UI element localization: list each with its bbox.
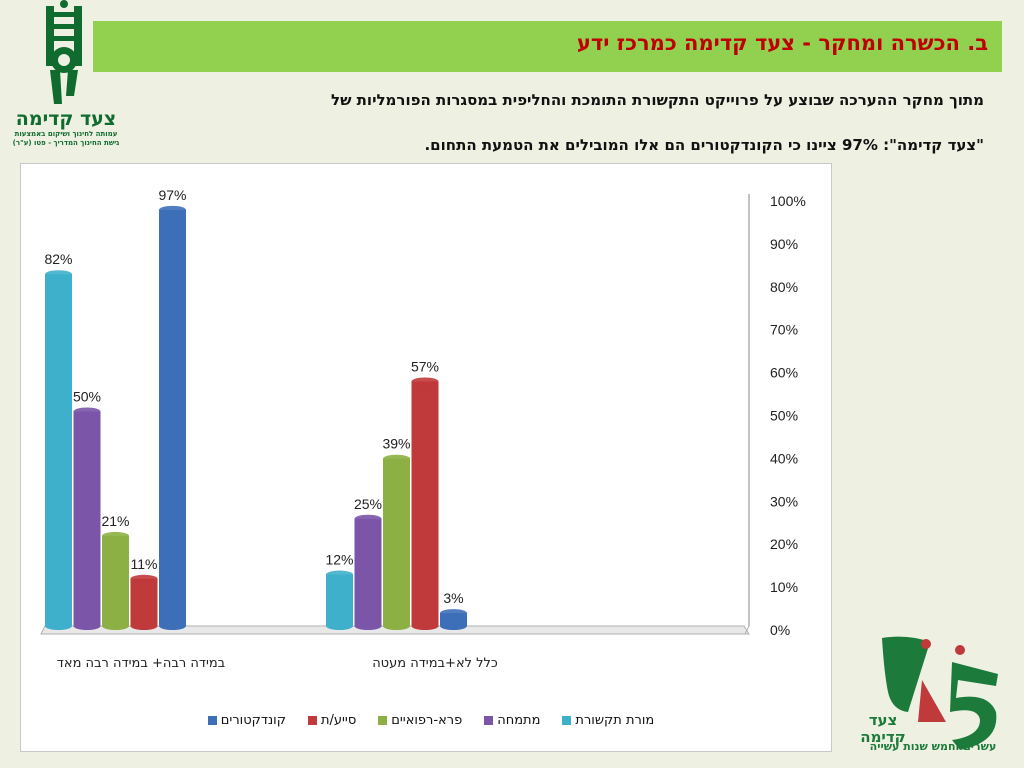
data-label: 57% — [411, 358, 439, 374]
bar-base — [411, 622, 439, 630]
logo-subtitle: עמותה לחינוך ושיקום באמצעות — [14, 130, 118, 138]
data-label: 3% — [443, 590, 463, 606]
y-tick-label: 100% — [770, 193, 806, 209]
conductor-figure-icon — [46, 0, 82, 104]
bar-cap — [440, 609, 467, 618]
y-tick-label: 30% — [770, 493, 798, 509]
legend-label: סייע/ת — [320, 712, 357, 728]
bar-cap — [130, 574, 158, 583]
y-tick-label: 0% — [770, 622, 790, 638]
x-category-label: במידה רבה+ במידה רבה מאד — [57, 656, 225, 671]
bar-cap — [73, 407, 101, 416]
y-tick-label: 80% — [770, 279, 798, 295]
bar-cap — [102, 531, 129, 540]
bar — [102, 535, 129, 626]
legend-item: מתמחה — [484, 713, 540, 728]
bar-base — [45, 622, 72, 630]
data-label: 12% — [325, 552, 353, 568]
bar-cap — [159, 205, 186, 214]
bar-cap — [411, 377, 439, 386]
bar — [326, 574, 353, 626]
anniversary-tagline: עשרים וחמש שנות עשייה — [869, 740, 997, 753]
bar-base — [130, 622, 158, 630]
title-banner: ב. הכשרה ומחקר - צעד קדימה כמרכז ידע — [93, 21, 1002, 72]
bar-base — [73, 622, 101, 630]
tsad-kadima-logo: צעד קדימה עמותה לחינוך ושיקום באמצעות גי… — [0, 0, 140, 160]
data-label: 82% — [44, 251, 72, 267]
y-tick-label: 70% — [770, 322, 798, 338]
y-tick-label: 20% — [770, 536, 798, 552]
y-tick-label: 60% — [770, 365, 798, 381]
bar — [411, 381, 439, 626]
anniversary-logo-name: צעד קדימה — [860, 711, 906, 746]
bar-base — [383, 622, 410, 630]
data-label: 39% — [382, 436, 410, 452]
number-five-icon — [950, 662, 998, 750]
y-tick-label: 50% — [770, 408, 798, 424]
bar — [159, 209, 186, 626]
legend-label: מתמחה — [497, 712, 541, 728]
chart-canvas: 0% 10% 20% 30% 40% 50% 60% 70% 80% 90% 100% 82% 50% 2… — [40, 187, 806, 671]
bar-base — [440, 622, 467, 630]
page-title: ב. הכשרה ומחקר - צעד קדימה כמרכז ידע — [576, 31, 988, 55]
bar — [45, 274, 72, 626]
bar — [354, 518, 382, 626]
legend-label: קונדקטורים — [220, 712, 286, 728]
number-two-icon — [882, 636, 930, 712]
bar-cap — [326, 570, 353, 579]
data-label: 97% — [158, 187, 186, 203]
data-label: 25% — [354, 496, 382, 512]
y-axis-foot — [744, 625, 750, 635]
legend-label: מורת תקשורת — [575, 712, 655, 728]
bar-base — [102, 622, 129, 630]
bar-chart: 0% 10% 20% 30% 40% 50% 60% 70% 80% 90% 100% 82% 50% 2… — [20, 163, 832, 752]
legend-item: מורת תקשורת — [562, 713, 654, 728]
chart-floor — [40, 625, 750, 635]
legend-item: פרא-רפואיים — [378, 713, 462, 728]
legend-swatch — [484, 715, 494, 725]
logo-subtitle-2: גישת החינוך המדריך - פטו (ע"ר) — [12, 139, 120, 147]
bar-cap — [354, 514, 382, 523]
logo-name: צעד קדימה — [15, 108, 117, 130]
legend-swatch — [307, 715, 317, 725]
bar-base — [354, 622, 382, 630]
bar-base — [159, 622, 186, 630]
data-label: 11% — [131, 556, 158, 572]
bar — [130, 578, 158, 626]
legend-swatch — [562, 715, 572, 725]
legend-item: סייע/ת — [307, 712, 357, 728]
y-tick-label: 40% — [770, 450, 798, 466]
description-line-2: "צעד קדימה": 97% ציינו כי הקונדקטורים הם… — [424, 136, 984, 154]
y-tick-label: 10% — [770, 579, 798, 595]
legend-item: קונדקטורים — [207, 712, 286, 728]
legend-swatch — [378, 715, 388, 725]
x-category-label: כלל לא+במידה מעטה — [372, 656, 498, 671]
legend-label: פרא-רפואיים — [391, 712, 463, 728]
bar-cap — [45, 270, 72, 279]
data-label: 21% — [101, 513, 129, 529]
bar — [73, 411, 101, 626]
chart-legend: מורת תקשורת מתמחה פרא-רפואיים סייע/ת קונדקטו… — [151, 709, 711, 731]
bar — [383, 458, 410, 626]
bar-cap — [383, 454, 410, 463]
description-line-1: מתוך מחקר ההערכה שבוצע על פרוייקט התקשור… — [331, 91, 984, 109]
y-tick-label: 90% — [770, 236, 798, 252]
bar-base — [326, 622, 353, 630]
legend-swatch — [207, 715, 217, 725]
data-label: 50% — [73, 389, 101, 405]
anniversary-logo: צעד קדימה עשרים וחמש שנות עשייה — [848, 632, 1018, 760]
